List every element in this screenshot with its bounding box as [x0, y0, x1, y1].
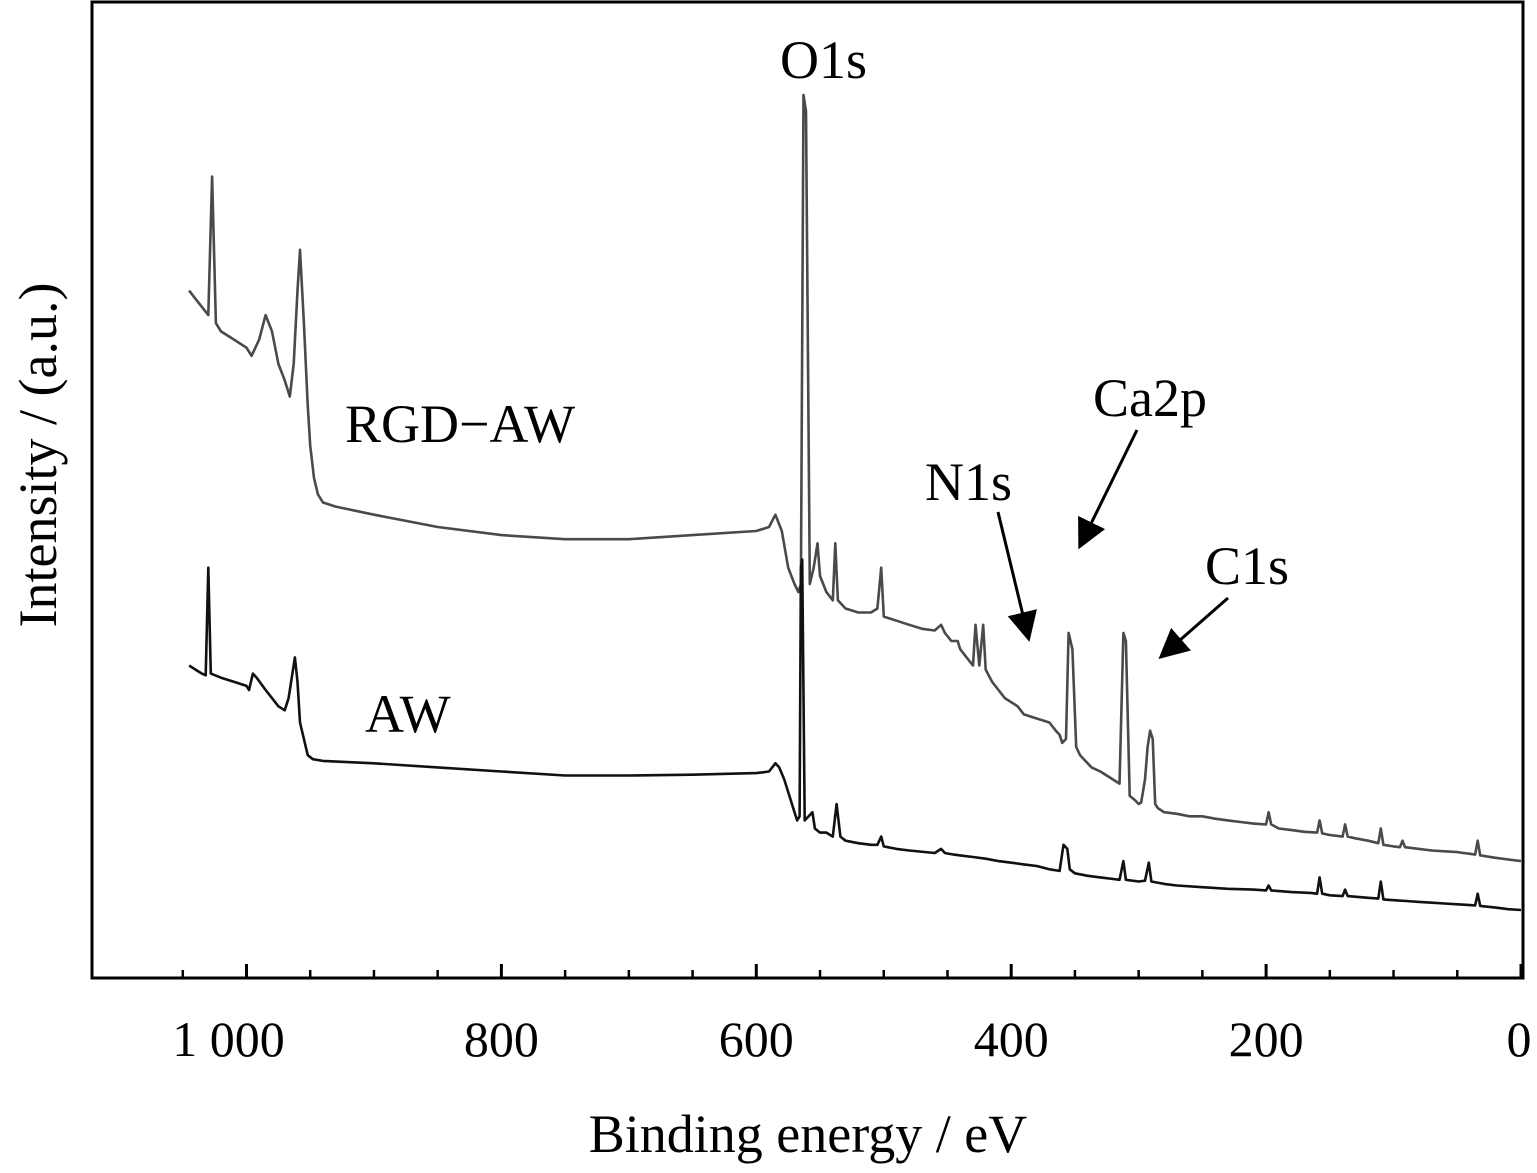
arrow-ca2p	[1078, 429, 1139, 550]
peak-label-c1s: C1s	[1205, 536, 1289, 596]
x-axis-title: Binding energy / eV	[589, 1104, 1027, 1164]
x-tick-label: 200	[1229, 1011, 1304, 1067]
series-label-rgd-aw: RGD−AW	[345, 394, 575, 454]
peak-label-n1s: N1s	[925, 452, 1012, 512]
arrow-n1s	[996, 511, 1037, 642]
x-tick-label: 400	[974, 1011, 1049, 1067]
x-tick-label: 800	[464, 1011, 539, 1067]
series-line-rgd-aw	[188, 93, 1522, 863]
x-tick-label: 1 000	[172, 1011, 285, 1067]
x-tick-label: 0	[1507, 1011, 1532, 1067]
peak-label-ca2p: Ca2p	[1093, 368, 1207, 428]
x-tick-label: 600	[719, 1011, 794, 1067]
arrow-c1s	[1158, 596, 1229, 659]
series-line-aw	[188, 558, 1522, 912]
x-axis-ticks: 1 000 800 600 400 200 0	[172, 964, 1532, 1067]
series-layer	[188, 93, 1522, 912]
peak-label-o1s: O1s	[780, 30, 867, 90]
y-axis-title: Intensity / (a.u.)	[8, 283, 68, 628]
series-label-aw: AW	[365, 684, 451, 744]
plot-frame	[90, 0, 1525, 980]
